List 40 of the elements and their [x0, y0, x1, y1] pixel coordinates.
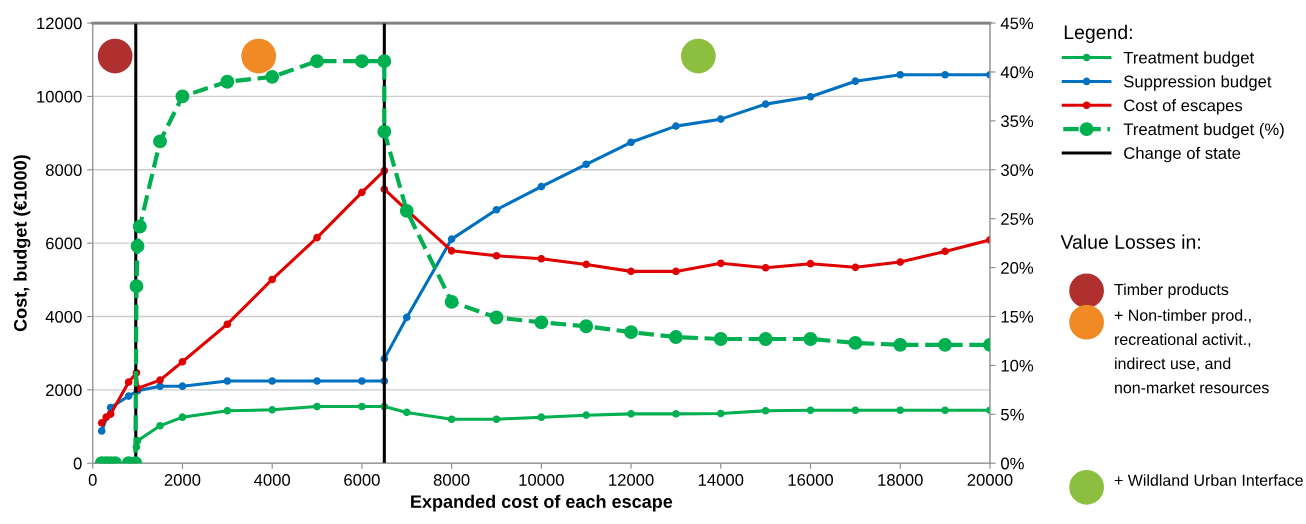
text: Timber products — [1114, 283, 1229, 299]
y-axis-title: Cost, budget (€1000) — [13, 155, 31, 332]
x-axis-title: Expanded cost of each escape — [411, 494, 673, 512]
text: + Wildland Urban Interface — [1114, 474, 1303, 486]
x-tick-label: 2000 — [164, 474, 201, 486]
y-tick-label: 10000 — [37, 90, 82, 103]
x-tick-label: 18000 — [878, 474, 923, 486]
x-tick-label: 12000 — [609, 474, 654, 486]
y2-tick-label: 30% — [1001, 164, 1034, 176]
legend-label: Change of state — [1124, 146, 1241, 163]
text: + Non-timber prod., recreational activit., indirect use, and non-market resources — [1114, 309, 1269, 394]
x-tick-label: 4000 — [254, 474, 291, 486]
y-tick-label: 2000 — [46, 384, 82, 397]
y2-tick-label: 40% — [1000, 66, 1034, 79]
y2-tick-label: 15% — [1001, 310, 1034, 323]
legend-label: Treatment budget — [1123, 51, 1255, 67]
x-tick-label: 6000 — [344, 474, 380, 486]
x-tick-label: 14000 — [698, 474, 744, 486]
y-tick-label: 12000 — [37, 17, 82, 30]
y-tick-label: 0 — [73, 457, 82, 470]
y-tick-label: 4000 — [45, 310, 82, 323]
legend-title: Legend: — [1064, 24, 1132, 43]
x-tick-label: 0 — [88, 474, 97, 486]
y2-tick-label: 10% — [1001, 359, 1034, 372]
y-tick-label: 6000 — [46, 237, 82, 250]
legend-label: Suppression budget — [1124, 75, 1272, 91]
text: Value Losses in: — [1060, 234, 1200, 249]
x-tick-label: 10000 — [519, 474, 564, 486]
x-tick-label: 8000 — [433, 474, 470, 486]
y2-tick-label: 25% — [1001, 213, 1034, 225]
y2-tick-label: 0% — [1001, 457, 1024, 470]
legend-label: Treatment budget (%) — [1123, 122, 1284, 139]
legend-label: Cost of escapes — [1124, 99, 1243, 115]
y2-tick-label: 45% — [1000, 17, 1034, 30]
y2-tick-label: 35% — [1001, 115, 1034, 128]
x-tick-label: 20000 — [967, 474, 1013, 486]
y-tick-label: 8000 — [45, 164, 82, 176]
y2-tick-label: 20% — [1001, 261, 1034, 274]
y2-tick-label: 5% — [1001, 408, 1024, 421]
x-tick-label: 16000 — [788, 474, 834, 486]
